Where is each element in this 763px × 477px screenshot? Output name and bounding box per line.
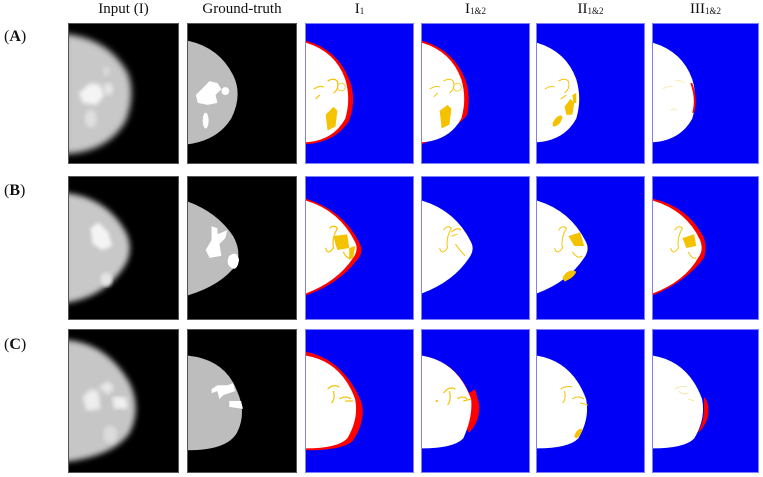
row-label-c: (C) <box>4 336 26 354</box>
ground-truth-row-a <box>187 23 297 164</box>
input-image-row-c <box>68 329 179 473</box>
row-letter: B <box>9 182 20 199</box>
prediction-i12-row-b <box>421 176 530 320</box>
input-image-row-b <box>68 176 179 320</box>
column-header-ii12: II1&2 <box>536 0 645 18</box>
column-header-iii12: III1&2 <box>652 0 759 18</box>
input-image-row-a <box>68 23 179 164</box>
column-header-subscript: 1&2 <box>469 6 486 16</box>
prediction-i1-row-a <box>305 23 414 164</box>
ground-truth-row-c <box>187 329 297 473</box>
paren: ) <box>20 336 27 353</box>
row-label-b: (B) <box>4 182 25 200</box>
ground-truth-row-b <box>187 176 297 320</box>
paren: ) <box>20 182 26 199</box>
column-header-text: II <box>577 1 588 17</box>
prediction-ii12-row-c <box>536 329 645 473</box>
column-header-input: Input (I) <box>68 0 179 18</box>
paren: ( <box>4 182 10 199</box>
row-letter: C <box>9 336 21 353</box>
column-header-i12: I1&2 <box>421 0 530 18</box>
column-header-text: I <box>464 1 470 17</box>
paren: ( <box>4 336 10 353</box>
paren: ( <box>4 28 10 45</box>
row-label-a: (A) <box>4 28 26 46</box>
prediction-iii12-row-a <box>652 23 759 164</box>
prediction-i1-row-c <box>305 329 414 473</box>
prediction-ii12-row-a <box>536 23 645 164</box>
column-header-subscript: 1&2 <box>587 6 604 16</box>
prediction-i12-row-c <box>421 329 530 473</box>
paren: ) <box>20 28 27 45</box>
column-header-text: I <box>354 1 360 17</box>
prediction-iii12-row-b <box>652 176 759 320</box>
column-header-text: Ground-truth <box>202 1 282 17</box>
column-header-subscript: 1&2 <box>704 6 721 16</box>
column-header-text: III <box>689 1 705 17</box>
column-header-text: Input (I) <box>98 1 149 17</box>
row-letter: A <box>9 28 21 45</box>
column-header-ground-truth: Ground-truth <box>187 0 297 18</box>
column-header-i1: I1 <box>305 0 414 18</box>
prediction-iii12-row-c <box>652 329 759 473</box>
prediction-i12-row-a <box>421 23 530 164</box>
prediction-ii12-row-b <box>536 176 645 320</box>
prediction-i1-row-b <box>305 176 414 320</box>
column-header-subscript: 1 <box>359 6 365 16</box>
